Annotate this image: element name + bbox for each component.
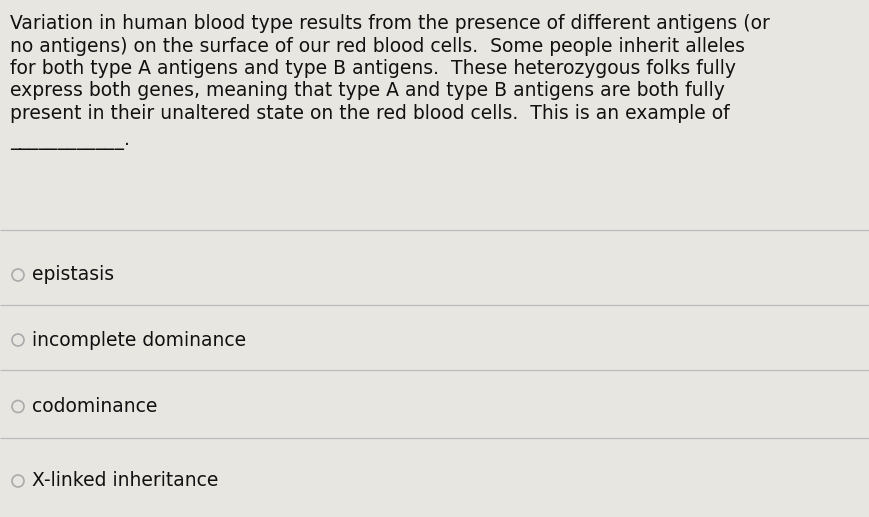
Text: X-linked inheritance: X-linked inheritance (32, 472, 218, 491)
Text: present in their unaltered state on the red blood cells.  This is an example of: present in their unaltered state on the … (10, 104, 730, 123)
Text: epistasis: epistasis (32, 266, 114, 284)
Text: for both type A antigens and type B antigens.  These heterozygous folks fully: for both type A antigens and type B anti… (10, 59, 736, 78)
Text: incomplete dominance: incomplete dominance (32, 330, 246, 349)
Text: no antigens) on the surface of our red blood cells.  Some people inherit alleles: no antigens) on the surface of our red b… (10, 37, 745, 55)
Text: express both genes, meaning that type A and type B antigens are both fully: express both genes, meaning that type A … (10, 82, 725, 100)
Text: Variation in human blood type results from the presence of different antigens (o: Variation in human blood type results fr… (10, 14, 770, 33)
Text: ____________.: ____________. (10, 130, 129, 149)
Text: codominance: codominance (32, 397, 157, 416)
